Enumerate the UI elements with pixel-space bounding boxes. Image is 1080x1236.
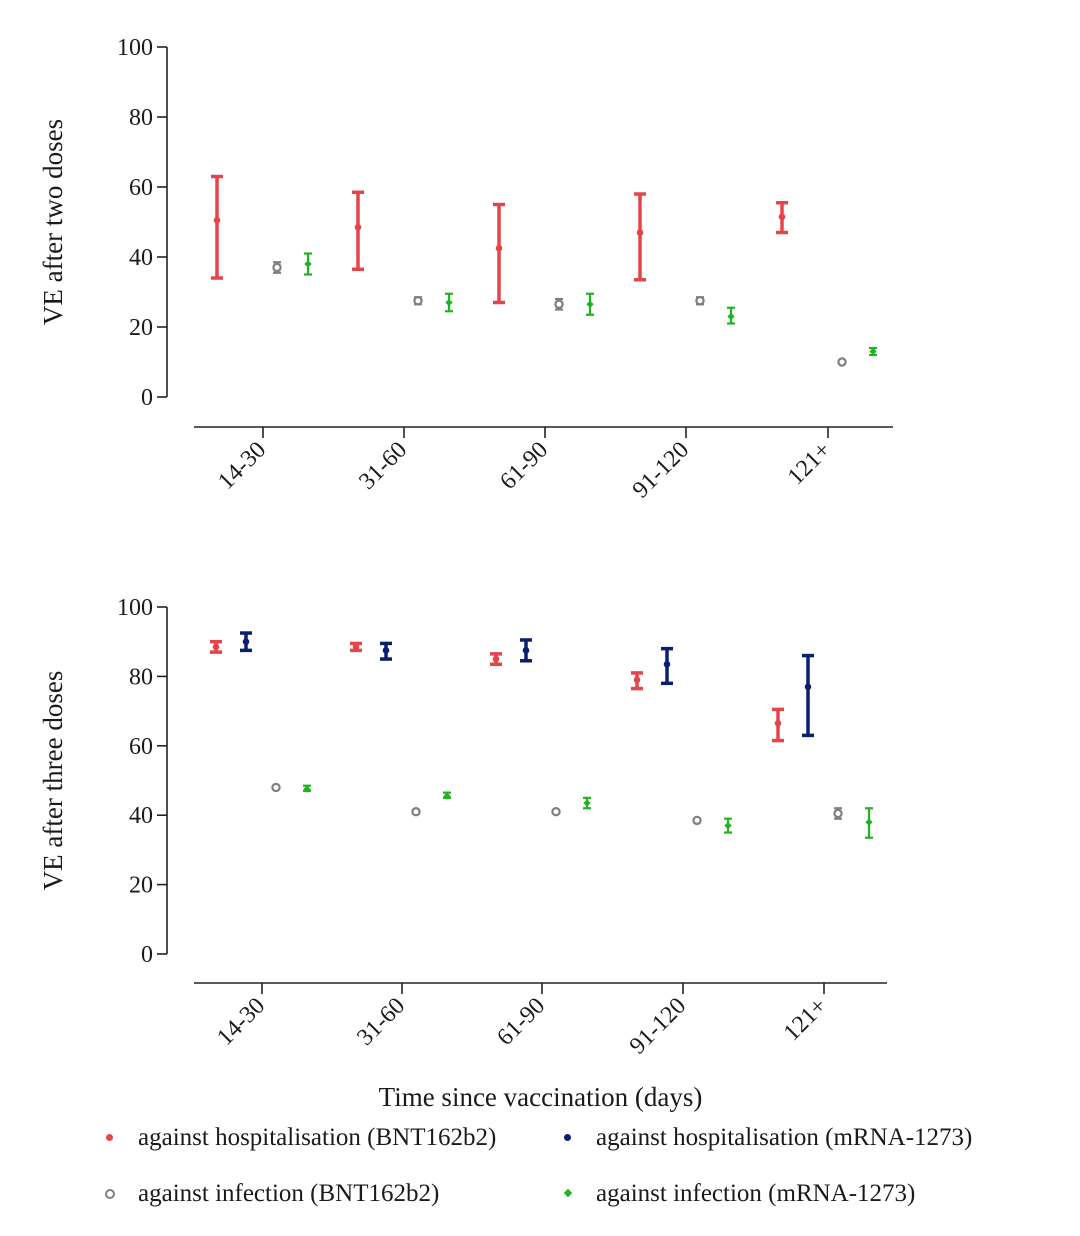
y-tick-label: 100 <box>117 595 153 621</box>
data-point-dot <box>382 647 390 654</box>
y-tick-label: 80 <box>129 664 153 690</box>
panel-1: 0 20 40 60 80 100 VE after two doses 14-30 31-60… <box>38 35 893 503</box>
data-point-diamond <box>724 821 732 830</box>
data-point-diamond <box>586 300 594 308</box>
y-tick-label: 100 <box>117 35 153 61</box>
x-tick-label: 61-90 <box>492 993 550 1051</box>
data-point-dot <box>352 643 360 651</box>
green-diamond-icon <box>556 1181 582 1207</box>
navy-dot-icon <box>556 1125 582 1151</box>
y-tick-label: 60 <box>129 734 153 760</box>
legend-label: against infection (mRNA-1273) <box>596 1180 916 1207</box>
data-point-diamond <box>443 792 451 800</box>
y-tick-label: 60 <box>129 175 153 201</box>
legend-item-hosp-mrna: against hospitalisation (mRNA-1273) <box>556 1124 972 1152</box>
data-point-ring <box>411 807 421 817</box>
data-point-dot <box>633 676 641 684</box>
data-point-ring <box>695 296 705 306</box>
panel-2: 0 20 40 60 80 100 VE after three doses 14-30 31-… <box>38 595 887 1112</box>
data-point-ring <box>413 296 423 306</box>
x-tick-label: 61-90 <box>495 437 553 495</box>
data-point-ring <box>272 262 282 273</box>
data-point-ring <box>833 808 843 819</box>
y-axis-label: VE after three doses <box>38 671 68 891</box>
data-point-ring <box>271 782 281 793</box>
data-point-dot <box>522 647 530 654</box>
data-point-diamond <box>304 260 312 268</box>
data-point-diamond <box>583 799 591 807</box>
y-tick-label: 80 <box>129 105 153 131</box>
x-tick-label: 31-60 <box>354 437 412 495</box>
legend-label: against hospitalisation (BNT162b2) <box>138 1124 497 1151</box>
y-tick-label: 20 <box>129 315 153 341</box>
data-point-ring <box>692 815 702 826</box>
data-point-dot <box>212 643 220 651</box>
data-point-dot <box>663 660 671 668</box>
legend-label: against infection (BNT162b2) <box>138 1180 440 1207</box>
x-tick-label: 14-30 <box>212 993 270 1051</box>
data-point-dot <box>804 683 812 691</box>
y-tick-label: 40 <box>129 803 153 829</box>
data-point-ring <box>554 299 564 309</box>
data-point-dot <box>492 655 500 663</box>
data-point-dot <box>778 213 786 221</box>
data-point-dot <box>242 638 250 645</box>
y-tick-label: 0 <box>141 385 153 411</box>
x-tick-label: 31-60 <box>352 993 410 1051</box>
y-axis-label: VE after two doses <box>38 119 68 325</box>
data-point-diamond <box>869 347 877 356</box>
data-point-diamond <box>727 312 735 321</box>
y-tick-label: 40 <box>129 245 153 271</box>
gray-ring-icon <box>98 1181 124 1207</box>
data-point-ring <box>837 357 847 367</box>
data-point-dot <box>354 223 362 231</box>
legend: against hospitalisation (BNT162b2) again… <box>0 1118 1080 1228</box>
x-axis-label: Time since vaccination (days) <box>379 1082 703 1112</box>
legend-item-inf-bnt: against infection (BNT162b2) <box>98 1180 439 1208</box>
y-tick-label: 20 <box>129 873 153 899</box>
x-tick-label: 91-120 <box>625 993 691 1059</box>
x-tick-label: 121+ <box>779 993 832 1046</box>
data-point-diamond <box>445 298 453 307</box>
x-tick-label: 121+ <box>783 437 836 490</box>
data-point-diamond <box>865 818 873 826</box>
x-tick-label: 91-120 <box>628 437 694 503</box>
data-point-dot <box>774 719 782 727</box>
x-tick-label: 14-30 <box>213 437 271 495</box>
data-point-dot <box>495 244 503 252</box>
data-point-dot <box>636 229 644 236</box>
legend-item-inf-mrna: against infection (mRNA-1273) <box>556 1180 915 1208</box>
red-dot-icon <box>98 1125 124 1151</box>
legend-item-hosp-bnt: against hospitalisation (BNT162b2) <box>98 1124 496 1152</box>
data-point-diamond <box>303 785 311 793</box>
data-point-dot <box>213 216 221 224</box>
y-tick-label: 0 <box>141 942 153 968</box>
legend-label: against hospitalisation (mRNA-1273) <box>596 1124 973 1151</box>
data-point-ring <box>551 807 561 817</box>
